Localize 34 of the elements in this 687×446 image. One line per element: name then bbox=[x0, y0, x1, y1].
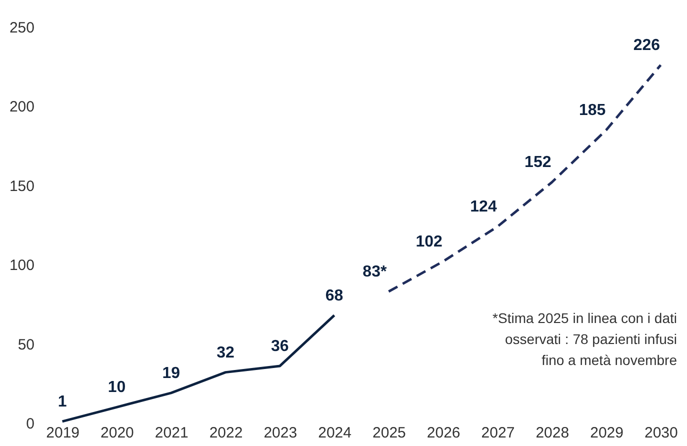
line-series bbox=[387, 64, 662, 293]
data-label: 185 bbox=[578, 102, 606, 119]
data-label: 19 bbox=[162, 364, 180, 382]
data-label: 152 bbox=[524, 154, 552, 172]
annotation: fino a metà novembre bbox=[542, 352, 678, 368]
data-label: 226 bbox=[633, 37, 660, 54]
data-label: 83* bbox=[362, 264, 388, 281]
y-tick-label: 200 bbox=[9, 98, 34, 116]
x-tick-label: 2020 bbox=[100, 424, 134, 442]
x-tick-label: 2019 bbox=[46, 424, 80, 442]
y-tick-label: 100 bbox=[9, 257, 34, 274]
data-label: 102 bbox=[416, 233, 443, 250]
x-tick-label: 2023 bbox=[264, 424, 298, 442]
x-tick-label: 2025 bbox=[372, 424, 406, 442]
x-tick-label: 2029 bbox=[590, 424, 624, 442]
y-tick-label: 0 bbox=[26, 416, 34, 432]
x-tick-label: 2021 bbox=[154, 424, 188, 442]
annotation: osservati : 78 pazienti infusi bbox=[505, 331, 677, 348]
data-label: 10 bbox=[108, 379, 126, 396]
x-tick-label: 2024 bbox=[318, 424, 352, 442]
y-tick-label: 250 bbox=[9, 20, 34, 36]
x-tick-label: 2022 bbox=[209, 424, 243, 442]
data-label: 32 bbox=[216, 344, 235, 362]
annotation: *Stima 2025 in linea con i dati bbox=[492, 310, 677, 326]
x-tick-label: 2026 bbox=[426, 424, 460, 442]
y-tick-label: 50 bbox=[18, 336, 34, 354]
data-label: 1 bbox=[58, 393, 67, 410]
x-tick-label: 2030 bbox=[644, 424, 678, 442]
y-tick-label: 150 bbox=[9, 178, 34, 195]
x-tick-label: 2028 bbox=[536, 424, 570, 442]
x-tick-label: 2027 bbox=[481, 424, 515, 442]
data-label: 68 bbox=[325, 287, 344, 304]
data-label: 124 bbox=[470, 198, 497, 216]
data-label: 36 bbox=[271, 338, 289, 355]
